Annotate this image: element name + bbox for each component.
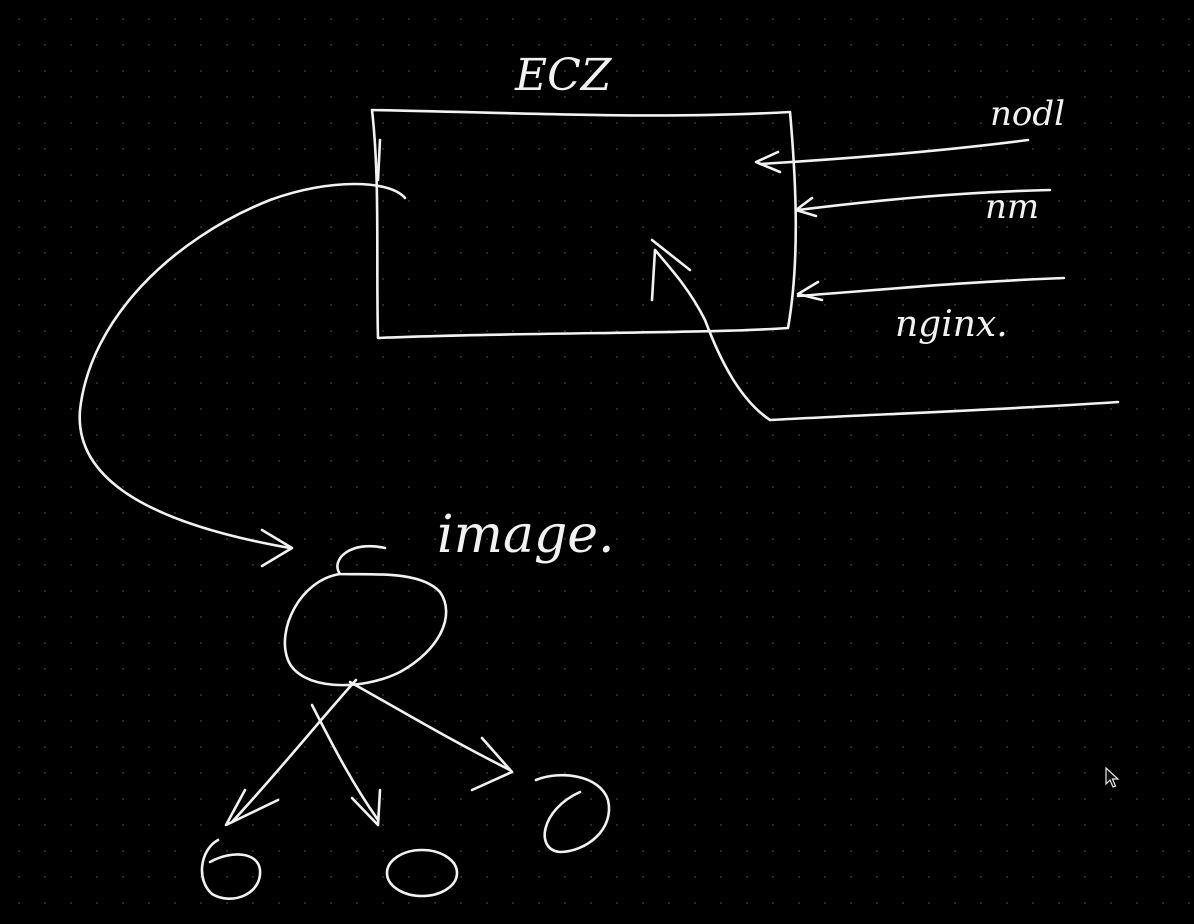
arrow-box-to-image	[78, 182, 407, 550]
arrow-child-left-head	[224, 788, 280, 827]
arrow-nodl	[758, 138, 1030, 166]
arrow-nodl-head	[754, 150, 782, 174]
arrow-box-to-image-head	[260, 528, 294, 568]
arrow-child-right	[348, 680, 512, 772]
arrow-child-right-head	[470, 736, 514, 792]
input-label-nm: nm	[985, 187, 1039, 227]
box-title-label: ECZ	[514, 50, 613, 101]
input-label-nodl: nodl	[990, 94, 1065, 134]
arrow-nginx	[796, 276, 1066, 298]
input-label-nginx: nginx.	[895, 304, 1008, 345]
arrow-child-left	[230, 678, 358, 824]
arrow-bottom-loop-head	[650, 238, 692, 272]
child-node-left	[200, 838, 262, 900]
image-node	[283, 544, 448, 687]
arrow-child-middle-head	[350, 788, 382, 827]
arrow-bottom-loop	[650, 248, 1120, 422]
box-inner-mark	[376, 138, 382, 182]
child-node-middle	[385, 848, 459, 898]
arrow-nm	[796, 188, 1052, 212]
arrow-nm-head	[794, 196, 818, 218]
arrow-child-middle	[310, 703, 380, 822]
mouse-pointer-icon	[1105, 766, 1120, 788]
arrow-nginx-head	[796, 280, 824, 302]
ec2-box	[370, 108, 798, 340]
child-node-right	[534, 773, 611, 854]
image-label: image.	[437, 505, 615, 565]
